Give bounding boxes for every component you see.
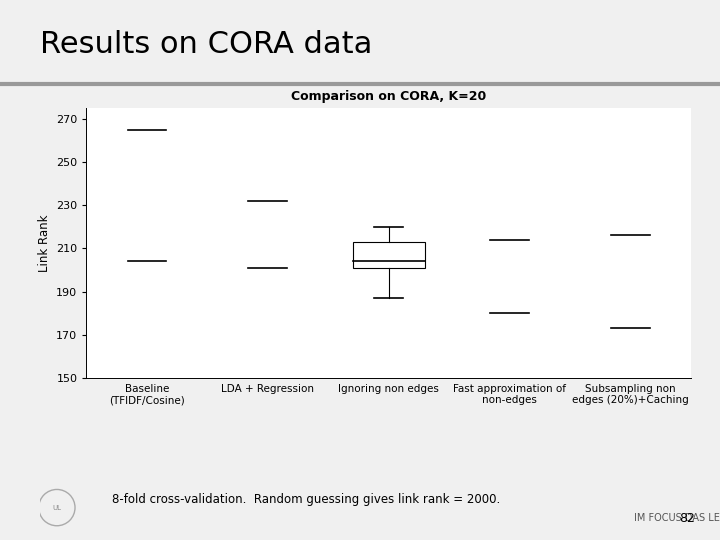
Title: Comparison on CORA, K=20: Comparison on CORA, K=20 [291,90,487,103]
Text: Results on CORA data: Results on CORA data [40,30,372,59]
Text: 8-fold cross-validation.  Random guessing gives link rank = 2000.: 8-fold cross-validation. Random guessing… [112,493,500,506]
Text: 82: 82 [679,512,695,525]
Text: IM FOCUS DAS LEBEN: IM FOCUS DAS LEBEN [634,514,720,523]
Bar [353,242,425,268]
Y-axis label: Link Rank: Link Rank [37,214,50,272]
Text: UL: UL [53,504,61,511]
